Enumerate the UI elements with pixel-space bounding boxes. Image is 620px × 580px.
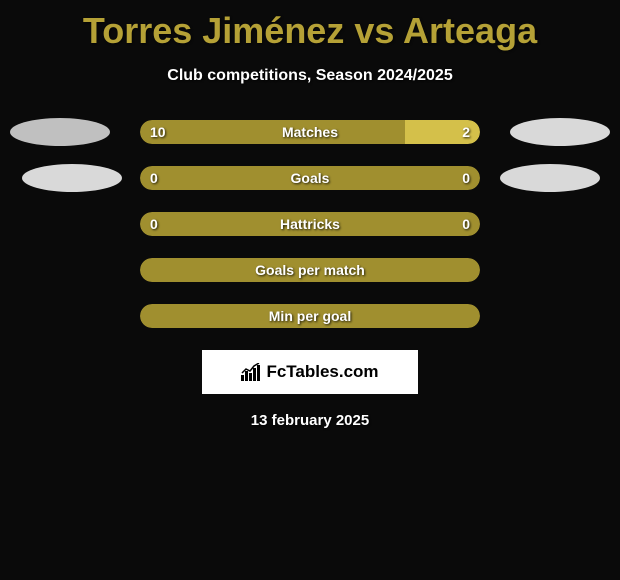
stat-value-left: 10 — [150, 124, 166, 140]
player-left-avatar — [10, 118, 110, 146]
stat-label: Goals per match — [255, 262, 365, 278]
stat-bar-matches: 10 Matches 2 — [140, 120, 480, 144]
stat-row-hattricks: 0 Hattricks 0 — [0, 212, 620, 236]
stat-row-min-per-goal: Min per goal — [0, 304, 620, 328]
chart-icon — [241, 363, 261, 381]
stats-chart: 10 Matches 2 0 Goals 0 0 Hattricks 0 Goa… — [0, 120, 620, 328]
stat-label: Hattricks — [280, 216, 340, 232]
stat-bar-goals: 0 Goals 0 — [140, 166, 480, 190]
stat-label: Min per goal — [269, 308, 351, 324]
date-label: 13 february 2025 — [0, 412, 620, 429]
stat-label: Matches — [282, 124, 338, 140]
stat-bar-hattricks: 0 Hattricks 0 — [140, 212, 480, 236]
comparison-title: Torres Jiménez vs Arteaga — [0, 0, 620, 52]
stat-value-left: 0 — [150, 216, 158, 232]
stat-bar-goals-per-match: Goals per match — [140, 258, 480, 282]
stat-label: Goals — [291, 170, 330, 186]
stat-value-right: 0 — [462, 170, 470, 186]
brand-logo-box: FcTables.com — [202, 350, 418, 394]
comparison-subtitle: Club competitions, Season 2024/2025 — [0, 67, 620, 85]
stat-row-goals: 0 Goals 0 — [0, 166, 620, 190]
stat-row-matches: 10 Matches 2 — [0, 120, 620, 144]
bar-segment-left — [140, 120, 405, 144]
player-right-avatar — [500, 164, 600, 192]
stat-row-goals-per-match: Goals per match — [0, 258, 620, 282]
brand-text: FcTables.com — [241, 362, 378, 382]
stat-value-right: 2 — [462, 124, 470, 140]
player-right-avatar — [510, 118, 610, 146]
stat-value-left: 0 — [150, 170, 158, 186]
stat-bar-min-per-goal: Min per goal — [140, 304, 480, 328]
brand-label: FcTables.com — [266, 362, 378, 382]
player-left-avatar — [22, 164, 122, 192]
stat-value-right: 0 — [462, 216, 470, 232]
